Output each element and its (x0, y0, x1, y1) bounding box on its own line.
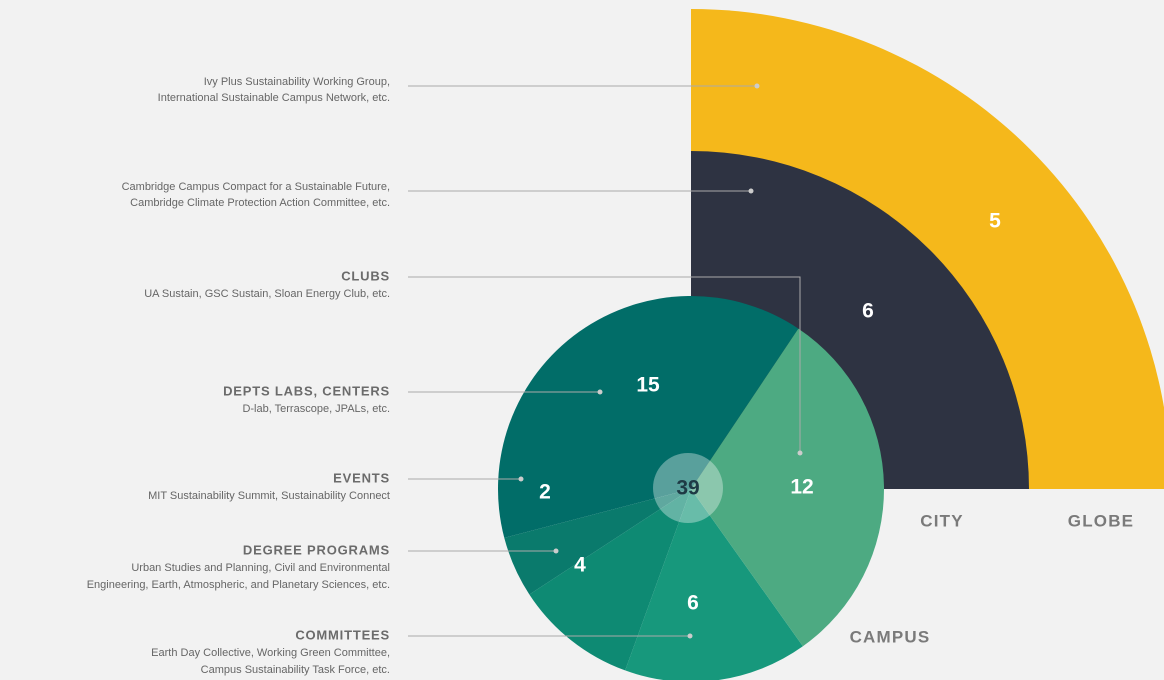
group-description: D-lab, Terrascope, JPALs, etc. (242, 403, 390, 415)
pie-slice (529, 489, 691, 671)
leader-dot (553, 548, 559, 554)
leader-dot (754, 83, 760, 89)
leader-dot (518, 476, 524, 482)
group-title: COMMITTEES (295, 627, 390, 642)
pie-slice (691, 328, 884, 647)
layer-name: CITY (920, 511, 964, 530)
leader-dot (687, 633, 693, 639)
layer-description: Ivy Plus Sustainability Working Group, (204, 76, 390, 88)
total-value: 39 (676, 477, 699, 500)
slice-value: 15 (636, 374, 660, 397)
layer-value: 6 (862, 300, 874, 323)
slice-value: 12 (790, 476, 813, 499)
layer-description: Cambridge Climate Protection Action Comm… (130, 197, 390, 209)
group-description: Urban Studies and Planning, Civil and En… (131, 562, 390, 574)
slice-value: 2 (539, 481, 551, 504)
pie-slice (498, 296, 799, 538)
group-description: Engineering, Earth, Atmospheric, and Pla… (87, 579, 390, 591)
leader-line (408, 276, 801, 453)
campus-label: CAMPUS (850, 627, 931, 646)
layer-name: GLOBE (1068, 511, 1134, 530)
center-circle (653, 453, 723, 523)
pie-slice (625, 489, 803, 680)
group-description: UA Sustain, GSC Sustain, Sloan Energy Cl… (144, 288, 390, 300)
leader-dot (748, 188, 754, 194)
group-title: CLUBS (341, 268, 390, 283)
group-description: Earth Day Collective, Working Green Comm… (151, 647, 390, 659)
layer-description: International Sustainable Campus Network… (158, 92, 390, 104)
group-description: MIT Sustainability Summit, Sustainabilit… (148, 490, 390, 502)
slice-value: 6 (687, 592, 699, 615)
layer-value: 5 (989, 210, 1001, 233)
leader-dot (597, 389, 603, 395)
group-title: DEPTS LABS, CENTERS (223, 383, 390, 398)
group-description: Campus Sustainability Task Force, etc. (201, 664, 390, 676)
layer-description: Cambridge Campus Compact for a Sustainab… (122, 181, 390, 193)
pie-slice (504, 489, 691, 595)
leader-dot (797, 450, 803, 456)
slice-value: 4 (574, 554, 586, 577)
group-title: DEGREE PROGRAMS (243, 542, 390, 557)
group-title: EVENTS (333, 470, 390, 485)
